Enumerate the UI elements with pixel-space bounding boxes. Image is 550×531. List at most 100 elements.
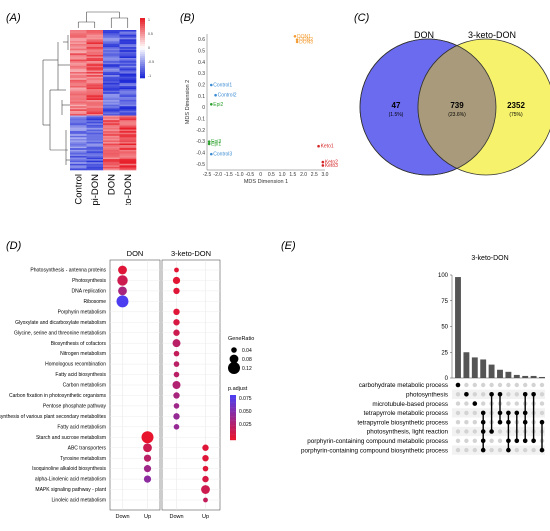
heatmap-cell <box>86 168 104 171</box>
enrichment-dot <box>143 465 152 473</box>
heatmap-cell <box>86 36 104 39</box>
matrix-dot-empty <box>506 401 511 406</box>
heatmap-cell <box>70 157 87 160</box>
matrix-dot-empty <box>514 392 519 397</box>
heatmap-cell <box>103 65 120 68</box>
enrichment-dot <box>173 392 180 399</box>
heatmap-cell <box>70 76 87 79</box>
heatmap-cell <box>86 76 104 79</box>
heatmap-cell <box>86 134 104 137</box>
heatmap-cell <box>70 110 87 113</box>
term-label: Nitrogen metabolism <box>60 351 106 357</box>
set-label: porphyrin-containing compound biosynthet… <box>301 447 448 454</box>
legend-swatch <box>140 64 145 67</box>
color-legend-swatch <box>230 431 236 433</box>
heatmap-cell <box>70 89 87 91</box>
matrix-dot-filled <box>539 447 545 453</box>
heatmap-cell <box>103 128 120 130</box>
heatmap-cell <box>103 67 120 70</box>
intersection-bar <box>505 371 512 378</box>
term-label: Fatty acid biosynthesis <box>55 372 106 378</box>
heatmap-cell <box>86 126 104 129</box>
heatmap-cell <box>119 93 137 96</box>
x-category-label: Up <box>144 514 151 520</box>
heatmap-cell <box>86 128 104 130</box>
heatmap-cell <box>103 120 120 123</box>
heatmap-cell <box>119 151 137 154</box>
heatmap-cell <box>119 31 137 34</box>
legend-swatch <box>140 60 145 63</box>
heatmap-cell <box>86 114 104 116</box>
heatmap-cell <box>119 152 137 155</box>
heatmap-cell <box>70 118 87 121</box>
heatmap-cell <box>70 142 87 144</box>
heatmap-cell <box>86 44 104 46</box>
matrix-dot-empty <box>514 382 519 388</box>
legend-swatch <box>140 34 145 37</box>
heatmap-cell <box>103 140 120 143</box>
heatmap-cell <box>103 75 120 77</box>
heatmap-cell <box>86 100 104 102</box>
heatmap-cell <box>70 159 87 161</box>
y-tick-label: -0.5 <box>196 162 205 168</box>
heatmap-cell <box>70 64 87 67</box>
heatmap-cell <box>86 118 104 121</box>
heatmap-cell <box>70 103 87 105</box>
heatmap-cell <box>103 148 120 151</box>
matrix-dot-filled <box>497 392 503 397</box>
venn-pct: (75%) <box>509 112 523 118</box>
mds-point-label: DON2 <box>299 37 313 43</box>
matrix-dot-empty <box>506 382 511 388</box>
mds-point <box>295 40 299 44</box>
heatmap-cell <box>86 160 104 163</box>
heatmap-cell <box>86 110 104 113</box>
heatmap-cell <box>103 93 120 96</box>
heatmap-cell <box>70 163 87 166</box>
heatmap-cell <box>119 30 137 32</box>
heatmap-cell <box>119 163 137 166</box>
heatmap-cell <box>103 40 120 43</box>
matrix-dot-filled <box>455 382 461 388</box>
heatmap-cell <box>70 53 87 56</box>
matrix-dot-filled <box>522 410 528 416</box>
heatmap-cell <box>70 135 87 138</box>
heatmap-cell <box>70 56 87 59</box>
legend-tick: 1 <box>148 18 150 22</box>
color-legend-swatch <box>230 427 236 430</box>
intersection-bar <box>463 352 470 378</box>
heatmap-cell <box>119 42 137 45</box>
heatmap-cell <box>86 75 104 77</box>
enrichment-dot <box>172 339 181 348</box>
heatmap-cell <box>119 65 137 68</box>
heatmap-cell <box>103 51 120 54</box>
heatmap-cell <box>70 47 87 49</box>
heatmap-cell <box>103 163 120 166</box>
heatmap-cell <box>70 39 87 42</box>
heatmap-cell <box>103 98 120 101</box>
heatmap-cell <box>70 112 87 115</box>
color-legend-swatch <box>230 411 236 414</box>
heatmap-cell <box>103 72 120 74</box>
heatmap-cell <box>119 134 137 137</box>
matrix-dot-empty <box>497 438 503 443</box>
heatmap-cell <box>86 45 104 48</box>
heatmap-cell <box>70 59 87 62</box>
mds-point <box>209 102 213 106</box>
heatmap-cell <box>119 142 137 144</box>
heatmap-cell <box>119 64 137 67</box>
intersection-bar <box>522 375 529 378</box>
heatmap-cell <box>119 101 137 104</box>
heatmap-cell <box>103 137 120 140</box>
matrix-dot-empty <box>464 382 469 388</box>
matrix-dot-filled <box>480 438 486 444</box>
heatmap-cell <box>70 40 87 43</box>
enrichment-dot <box>143 454 152 462</box>
heatmap-cell <box>103 103 120 105</box>
heatmap-cell <box>86 59 104 62</box>
legend-swatch <box>140 18 145 21</box>
heatmap-cell <box>70 42 87 45</box>
heatmap-panel: 1 0.5 0 -0.5 -1 Control 3-epi-DON DON 3-keto-DON <box>42 11 154 205</box>
heatmap-cell <box>86 149 104 152</box>
heatmap-cell <box>103 143 120 146</box>
heatmap-cell <box>103 61 120 63</box>
